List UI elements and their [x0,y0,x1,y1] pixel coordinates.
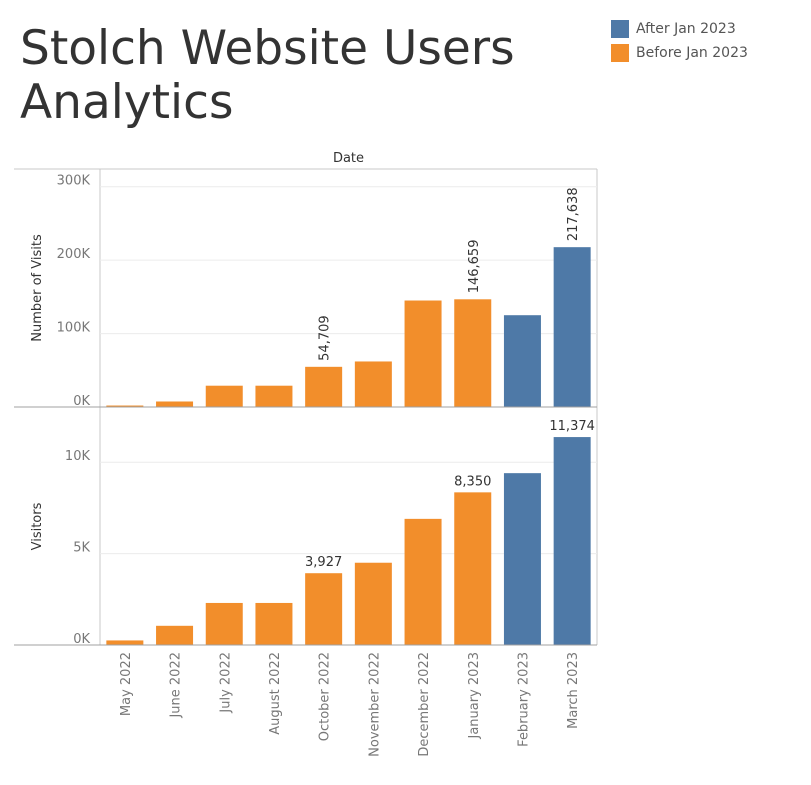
x-tick-label: March 2023 [566,652,581,729]
y-axis-title: Visitors [30,502,45,550]
bar [255,602,293,645]
bar [553,437,591,645]
x-tick-label: July 2022 [218,652,233,714]
bar [454,492,492,645]
bar [354,361,392,407]
legend-item-before[interactable]: Before Jan 2023 [611,42,748,63]
bar [205,385,243,407]
column-header: Date [333,151,364,166]
bar [255,385,293,407]
x-tick-label: January 2023 [467,652,482,740]
bar [156,401,194,407]
x-tick-label: October 2022 [318,652,333,741]
bar [106,405,144,407]
bar [553,247,591,407]
bar [205,602,243,645]
bar [305,366,343,407]
bar [305,573,343,645]
bar [156,625,194,645]
y-tick-label: 10K [65,449,91,464]
y-tick-label: 0K [73,632,90,647]
y-tick-label: 0K [73,394,90,409]
legend-swatch-after [611,19,629,38]
x-tick-label: May 2022 [119,652,134,716]
bar [106,640,144,645]
bar [503,473,541,645]
x-tick-label: August 2022 [268,652,283,735]
y-tick-label: 5K [73,541,90,556]
legend-label-after: After Jan 2023 [636,20,736,37]
legend-item-after[interactable]: After Jan 2023 [611,18,748,39]
y-tick-label: 300K [57,174,91,189]
y-tick-label: 100K [57,321,91,336]
chart-title: Stolch Website Users Analytics [20,21,515,130]
y-tick-label: 200K [57,247,91,262]
bar [454,299,492,407]
x-tick-label: June 2022 [169,652,184,719]
data-label: 11,374 [549,419,595,434]
bar [503,315,541,407]
x-tick-label: November 2022 [367,652,382,757]
data-label: 146,659 [467,240,482,294]
y-axis-title: Number of Visits [30,234,45,342]
bar [404,518,442,645]
x-tick-label: February 2023 [516,652,531,747]
bar [354,562,392,645]
data-label: 8,350 [454,474,491,489]
data-label: 217,638 [566,187,581,241]
x-tick-label: December 2022 [417,652,432,757]
legend-label-before: Before Jan 2023 [636,44,748,61]
data-label: 3,927 [305,555,342,570]
legend: After Jan 2023 Before Jan 2023 [611,18,748,66]
legend-swatch-before [611,43,629,62]
bar [404,300,442,407]
data-label: 54,709 [318,315,333,361]
